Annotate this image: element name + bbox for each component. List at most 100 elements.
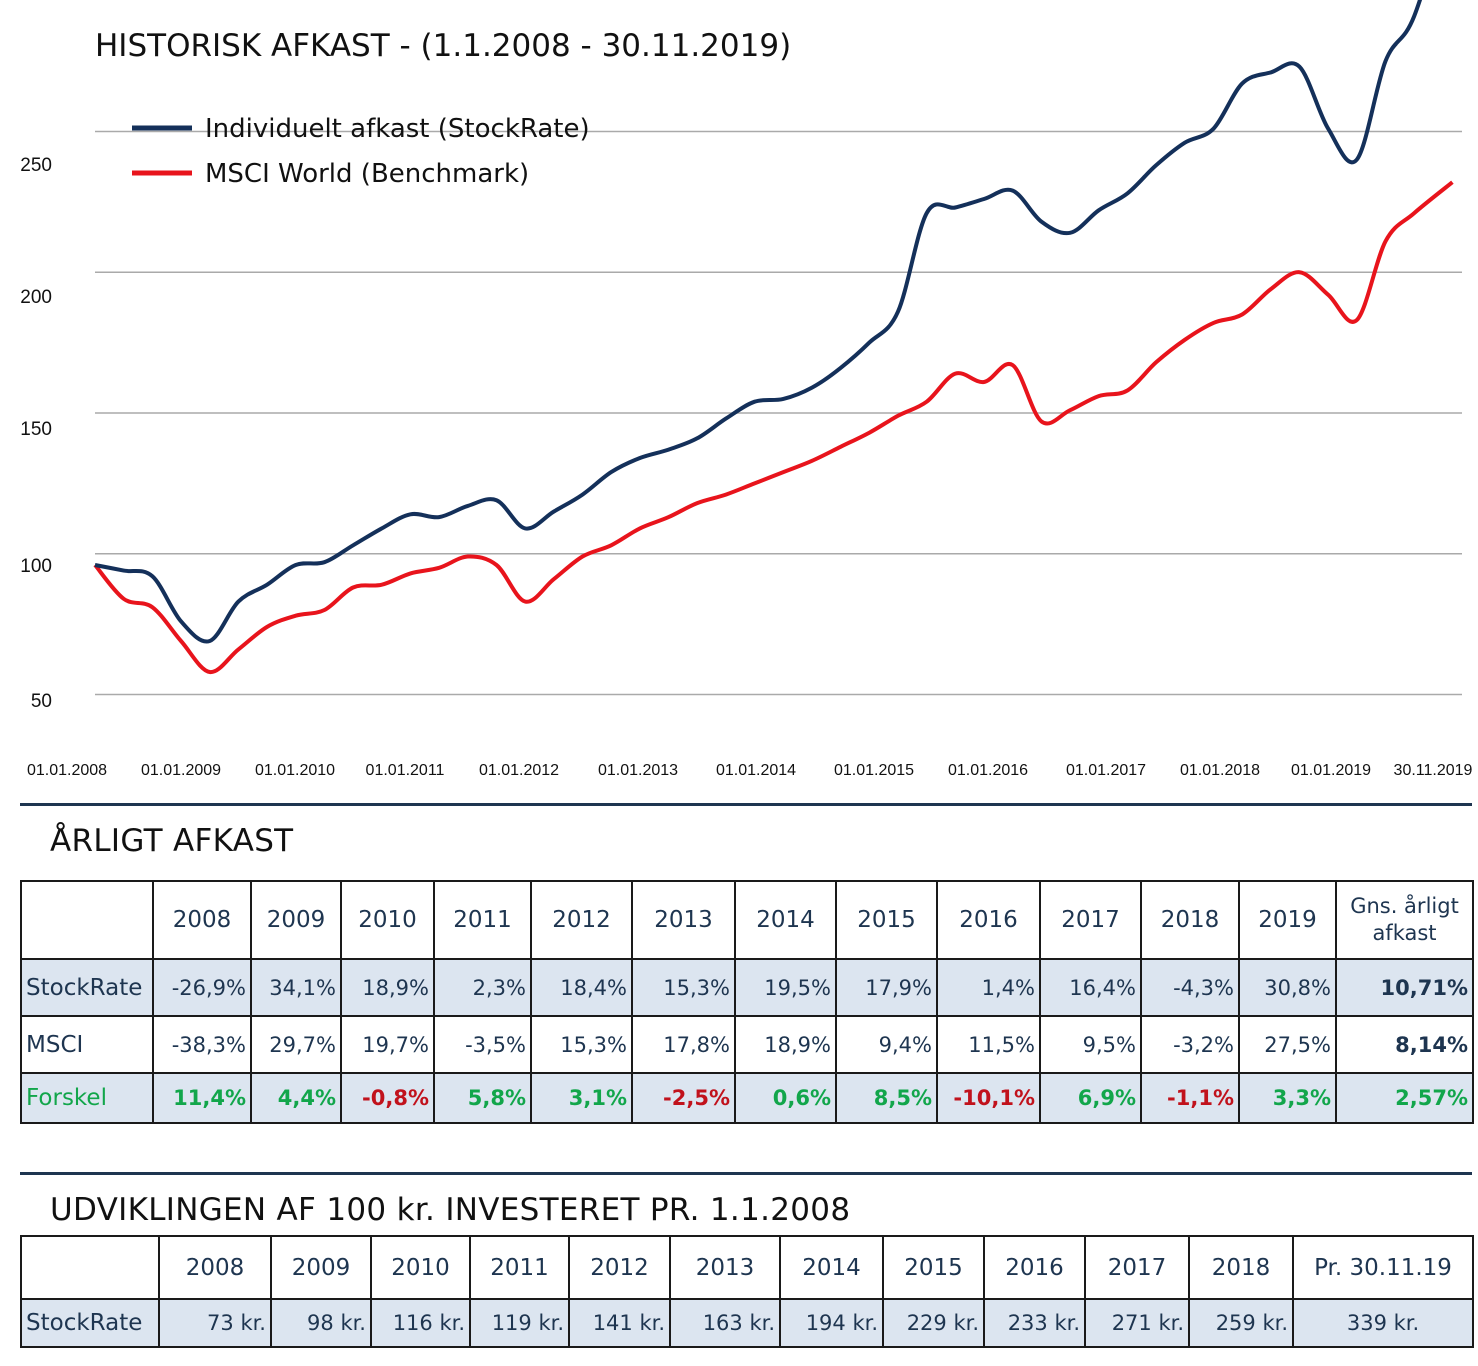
table-cell: -4,3% (1140, 958, 1240, 1017)
header-cell-year: 2010 (370, 1235, 471, 1300)
header-cell-year: 2016 (936, 880, 1041, 960)
legend-label-stockrate: Individuelt afkast (StockRate) (205, 114, 590, 144)
historical-return-chart: HISTORISK AFKAST - (1.1.2008 - 30.11.201… (20, 0, 1473, 779)
table-cell: 163 kr. (669, 1298, 781, 1348)
header-cell-year: 2017 (1039, 880, 1142, 960)
x-axis-ticks: 01.01.2008 01.01.2009 01.01.2010 01.01.2… (27, 762, 1473, 779)
table-cell: 271 kr. (1084, 1298, 1190, 1348)
header-cell-empty (20, 1235, 160, 1300)
y-tick-label: 250 (20, 155, 52, 176)
header-cell-year: 2014 (734, 880, 837, 960)
y-tick-label: 200 (20, 287, 52, 308)
table-cell: -38,3% (152, 1015, 252, 1074)
x-tick-label: 01.01.2018 (1180, 762, 1260, 779)
table-cell: 194 kr. (779, 1298, 884, 1348)
x-tick-label: 01.01.2019 (1291, 762, 1371, 779)
header-cell-year: 2013 (631, 880, 736, 960)
header-cell-year: 2012 (530, 880, 633, 960)
table-cell: 9,4% (835, 1015, 938, 1074)
header-cell-year: 2011 (469, 1235, 570, 1300)
table-cell: 2,3% (433, 958, 532, 1017)
header-cell-year: 2018 (1140, 880, 1240, 960)
table-cell: 17,8% (631, 1015, 736, 1074)
legend-label-msci: MSCI World (Benchmark) (205, 159, 529, 189)
growth-table: 2008 2009 2010 2011 2012 2013 2014 2015 … (20, 1235, 1474, 1348)
table-cell: 18,9% (734, 1015, 837, 1074)
diff-cell: 0,6% (734, 1072, 837, 1124)
row-label: StockRate (20, 958, 154, 1017)
x-tick-label: 01.01.2012 (479, 762, 559, 779)
table-cell: 73 kr. (158, 1298, 272, 1348)
x-tick-label: 01.01.2009 (141, 762, 221, 779)
chart-gridlines (95, 130, 1462, 696)
table-cell: 18,9% (340, 958, 435, 1017)
header-cell-year: 2015 (835, 880, 938, 960)
table-row-stockrate: StockRate 73 kr. 98 kr. 116 kr. 119 kr. … (20, 1298, 1474, 1348)
table-cell: 233 kr. (983, 1298, 1086, 1348)
row-label: MSCI (20, 1015, 154, 1074)
chart-title: HISTORISK AFKAST - (1.1.2008 - 30.11.201… (95, 28, 791, 64)
avg-cell: 2,57% (1335, 1072, 1474, 1124)
table-cell: 11,5% (936, 1015, 1041, 1074)
table-cell: 15,3% (631, 958, 736, 1017)
table-cell: 19,7% (340, 1015, 435, 1074)
table-cell: 27,5% (1238, 1015, 1337, 1074)
table-cell: 339 kr. (1292, 1298, 1474, 1348)
section-divider (20, 1172, 1472, 1175)
x-tick-label: 30.11.2019 (1394, 762, 1473, 779)
avg-cell: 10,71% (1335, 958, 1474, 1017)
annual-header-row: 2008 2009 2010 2011 2012 2013 2014 2015 … (20, 880, 1474, 960)
series-line-msci (93, 180, 1454, 674)
table-cell: 16,4% (1039, 958, 1142, 1017)
table-cell: 29,7% (250, 1015, 342, 1074)
x-tick-label: 01.01.2013 (598, 762, 678, 779)
avg-cell: 8,14% (1335, 1015, 1474, 1074)
header-cell-year: 2009 (250, 880, 342, 960)
row-label: StockRate (20, 1298, 160, 1348)
chart-svg: HISTORISK AFKAST - (1.1.2008 - 30.11.201… (20, 0, 1473, 779)
table-row-msci: MSCI -38,3% 29,7% 19,7% -3,5% 15,3% 17,8… (20, 1015, 1474, 1074)
y-axis-ticks: 250 200 150 100 50 (20, 155, 52, 712)
header-cell-year: 2011 (433, 880, 532, 960)
header-cell-year: 2018 (1188, 1235, 1294, 1300)
header-cell-year: 2008 (152, 880, 252, 960)
header-cell-year: 2008 (158, 1235, 272, 1300)
x-tick-label: 01.01.2016 (948, 762, 1028, 779)
section-divider (20, 803, 1472, 806)
table-cell: 17,9% (835, 958, 938, 1017)
header-cell-year: 2013 (669, 1235, 781, 1300)
row-label: Forskel (20, 1072, 154, 1124)
diff-cell: -2,5% (631, 1072, 736, 1124)
header-cell-year: 2014 (779, 1235, 884, 1300)
header-cell-empty (20, 880, 154, 960)
table-cell: -26,9% (152, 958, 252, 1017)
x-tick-label: 01.01.2011 (366, 762, 445, 779)
table-cell: 15,3% (530, 1015, 633, 1074)
table-cell: 116 kr. (370, 1298, 471, 1348)
header-cell-date: Pr. 30.11.19 (1292, 1235, 1474, 1300)
table-cell: 18,4% (530, 958, 633, 1017)
table-row-forskel: Forskel 11,4% 4,4% -0,8% 5,8% 3,1% -2,5%… (20, 1072, 1474, 1124)
table-cell: 19,5% (734, 958, 837, 1017)
x-tick-label: 01.01.2010 (255, 762, 335, 779)
y-tick-label: 50 (31, 691, 52, 712)
header-cell-year: 2019 (1238, 880, 1337, 960)
diff-cell: -10,1% (936, 1072, 1041, 1124)
table-cell: -3,2% (1140, 1015, 1240, 1074)
legend: Individuelt afkast (StockRate) MSCI Worl… (132, 114, 590, 189)
diff-cell: 8,5% (835, 1072, 938, 1124)
annual-return-title: ÅRLIGT AFKAST (50, 823, 294, 859)
diff-cell: 5,8% (433, 1072, 532, 1124)
table-cell: 30,8% (1238, 958, 1337, 1017)
y-tick-label: 150 (20, 419, 52, 440)
diff-cell: 4,4% (250, 1072, 342, 1124)
growth-header-row: 2008 2009 2010 2011 2012 2013 2014 2015 … (20, 1235, 1474, 1300)
x-tick-label: 01.01.2015 (834, 762, 914, 779)
table-cell: -3,5% (433, 1015, 532, 1074)
header-cell-year: 2015 (882, 1235, 985, 1300)
header-cell-year: 2009 (270, 1235, 372, 1300)
table-cell: 119 kr. (469, 1298, 570, 1348)
table-cell: 229 kr. (882, 1298, 985, 1348)
table-cell: 9,5% (1039, 1015, 1142, 1074)
header-cell-avg-return: Gns. årligt afkast (1335, 880, 1474, 960)
